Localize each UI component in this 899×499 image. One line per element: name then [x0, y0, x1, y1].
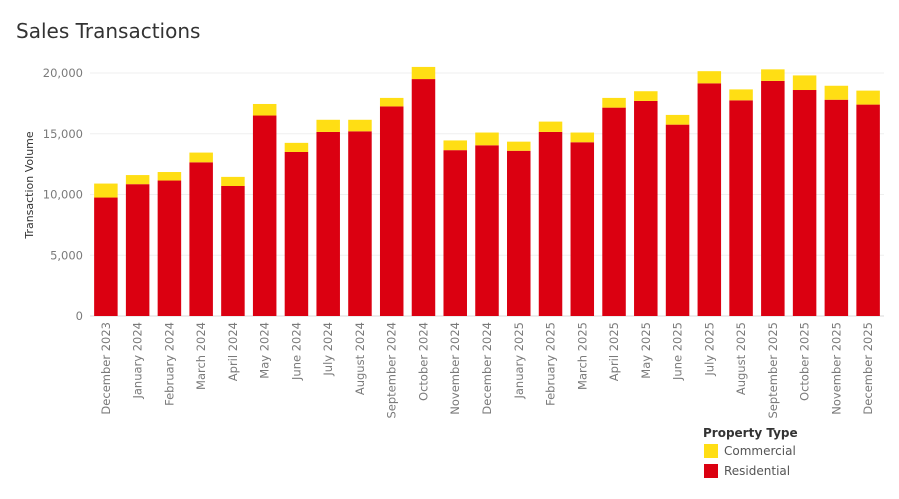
bar-residential-february-2025[interactable] [538, 131, 563, 316]
bar-residential-may-2025[interactable] [634, 100, 658, 316]
bar-commercial-july-2025[interactable] [697, 71, 722, 84]
bar-commercial-october-2025[interactable] [792, 75, 817, 91]
chart-title: Sales Transactions [16, 19, 201, 43]
bar-commercial-december-2025[interactable] [856, 90, 880, 105]
bar-residential-november-2024[interactable] [443, 150, 467, 316]
y-tick-label: 20,000 [43, 66, 83, 80]
x-tick-label: April 2025 [607, 322, 621, 381]
x-tick-label: February 2025 [544, 322, 558, 406]
bar-residential-march-2025[interactable] [570, 142, 595, 316]
x-tick-label: September 2024 [385, 322, 399, 419]
y-tick-label: 5,000 [50, 248, 83, 262]
x-tick-label: November 2024 [448, 322, 462, 415]
x-tick-label: March 2025 [575, 322, 589, 390]
legend-label-residential: Residential [724, 464, 790, 478]
bar-commercial-september-2025[interactable] [761, 69, 785, 81]
bar-residential-august-2024[interactable] [348, 131, 372, 316]
bar-commercial-november-2024[interactable] [443, 140, 467, 151]
bar-commercial-june-2025[interactable] [665, 114, 690, 125]
bar-commercial-december-2024[interactable] [475, 132, 499, 146]
x-tick-label: August 2025 [734, 322, 748, 395]
bars [94, 66, 880, 317]
bar-residential-april-2025[interactable] [602, 107, 626, 316]
bar-commercial-february-2024[interactable] [157, 172, 182, 181]
bar-residential-june-2024[interactable] [284, 151, 309, 316]
legend-swatch-commercial [704, 444, 718, 458]
bar-commercial-september-2024[interactable] [379, 97, 404, 107]
x-tick-label: May 2025 [639, 322, 653, 379]
x-tick-label: January 2025 [512, 322, 526, 400]
bar-commercial-august-2024[interactable] [348, 119, 372, 132]
x-tick-label: November 2025 [829, 322, 843, 415]
y-tick-label: 10,000 [43, 188, 83, 202]
y-tick-label: 0 [76, 309, 83, 323]
x-tick-label: July 2025 [702, 322, 716, 377]
bar-residential-march-2024[interactable] [189, 162, 213, 316]
x-tick-label: October 2024 [416, 322, 430, 401]
bar-residential-january-2024[interactable] [125, 184, 150, 316]
bar-residential-september-2024[interactable] [379, 106, 404, 316]
x-tick-label: December 2025 [861, 322, 875, 415]
x-tick-label: July 2024 [321, 322, 335, 377]
bar-residential-february-2024[interactable] [157, 180, 182, 316]
x-tick-label: February 2024 [162, 322, 176, 406]
bar-commercial-april-2025[interactable] [602, 97, 626, 108]
bar-residential-may-2024[interactable] [252, 115, 277, 317]
x-tick-label: May 2024 [258, 322, 272, 379]
x-tick-label: April 2024 [226, 322, 240, 381]
bar-residential-june-2025[interactable] [665, 124, 690, 316]
legend-label-commercial: Commercial [724, 444, 796, 458]
bar-commercial-october-2024[interactable] [411, 66, 436, 80]
bar-commercial-august-2025[interactable] [729, 89, 753, 101]
x-tick-label: December 2023 [99, 322, 113, 415]
bar-commercial-february-2025[interactable] [538, 121, 563, 132]
bar-commercial-december-2023[interactable] [94, 183, 118, 198]
bar-commercial-june-2024[interactable] [284, 142, 309, 152]
bar-residential-january-2025[interactable] [507, 150, 531, 316]
bar-commercial-april-2024[interactable] [221, 176, 245, 186]
bar-residential-august-2025[interactable] [729, 100, 753, 317]
y-axis-ticks: 0 5,000 10,000 15,000 20,000 [43, 66, 83, 323]
bar-residential-november-2025[interactable] [824, 99, 849, 316]
bar-commercial-january-2025[interactable] [507, 141, 531, 151]
bar-commercial-july-2024[interactable] [316, 119, 340, 132]
x-tick-label: January 2024 [131, 322, 145, 400]
x-axis-ticks: December 2023 January 2024 February 2024 Ma… [99, 322, 875, 419]
y-axis-label: Transaction Volume [23, 131, 36, 240]
x-tick-label: June 2025 [671, 322, 685, 381]
x-tick-label: December 2024 [480, 322, 494, 415]
legend: Property Type Commercial Residential [703, 426, 798, 478]
x-tick-label: October 2025 [798, 322, 812, 401]
bar-residential-july-2024[interactable] [316, 131, 340, 316]
bar-residential-december-2024[interactable] [475, 145, 499, 316]
bar-residential-october-2025[interactable] [792, 90, 817, 316]
bar-residential-december-2025[interactable] [856, 104, 880, 316]
bar-residential-october-2024[interactable] [411, 79, 436, 316]
bar-residential-april-2024[interactable] [221, 185, 245, 316]
bar-residential-september-2025[interactable] [761, 80, 785, 317]
x-tick-label: August 2024 [353, 322, 367, 395]
bar-commercial-january-2024[interactable] [125, 175, 150, 185]
bar-residential-december-2023[interactable] [94, 197, 118, 316]
x-tick-label: June 2024 [289, 322, 303, 381]
bar-commercial-march-2024[interactable] [189, 152, 213, 163]
bar-commercial-may-2024[interactable] [252, 103, 277, 116]
bar-commercial-march-2025[interactable] [570, 132, 595, 143]
x-tick-label: March 2024 [194, 322, 208, 390]
legend-swatch-residential [704, 464, 718, 478]
x-tick-label: September 2025 [766, 322, 780, 419]
bar-residential-july-2025[interactable] [697, 83, 722, 316]
bar-commercial-november-2025[interactable] [824, 85, 849, 100]
y-tick-label: 15,000 [43, 127, 83, 141]
bar-commercial-may-2025[interactable] [634, 91, 658, 101]
legend-title: Property Type [703, 426, 798, 440]
